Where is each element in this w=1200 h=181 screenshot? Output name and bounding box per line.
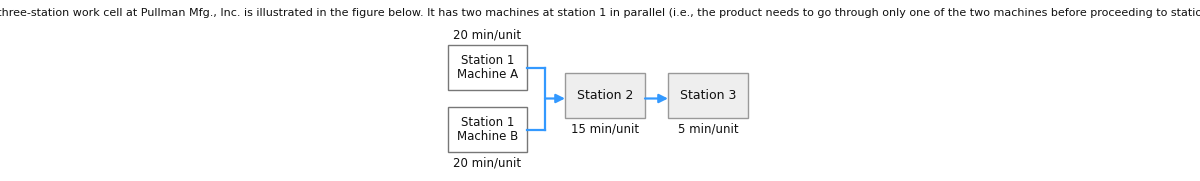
Text: Station 2: Station 2 [577,89,634,102]
Text: Station 1
Machine A: Station 1 Machine A [457,54,518,81]
Text: Station 3: Station 3 [680,89,736,102]
Bar [565,73,646,118]
Text: The three-station work cell at Pullman Mfg., Inc. is illustrated in the figure b: The three-station work cell at Pullman M… [0,8,1200,18]
Text: 20 min/unit: 20 min/unit [454,156,522,169]
Text: 15 min/unit: 15 min/unit [571,122,640,135]
Bar [448,45,527,90]
Text: 20 min/unit: 20 min/unit [454,28,522,41]
Text: 5 min/unit: 5 min/unit [678,122,738,135]
Bar [668,73,748,118]
Bar [448,107,527,152]
Text: Station 1
Machine B: Station 1 Machine B [457,115,518,144]
